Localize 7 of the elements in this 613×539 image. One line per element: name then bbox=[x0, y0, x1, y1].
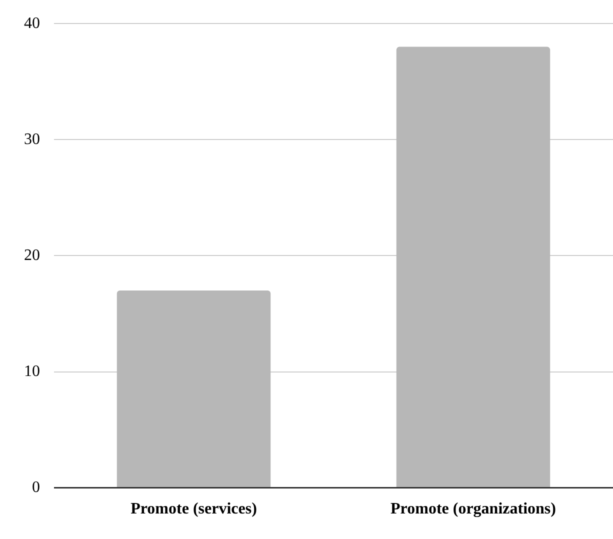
x-tick-label: Promote (organizations) bbox=[390, 500, 556, 518]
y-tick-label: 30 bbox=[24, 130, 40, 148]
y-tick-label: 40 bbox=[24, 14, 40, 32]
y-tick-label: 10 bbox=[24, 362, 40, 380]
x-tick-label: Promote (services) bbox=[130, 500, 257, 518]
y-tick-label: 20 bbox=[24, 246, 40, 264]
y-tick-label: 0 bbox=[32, 479, 40, 496]
